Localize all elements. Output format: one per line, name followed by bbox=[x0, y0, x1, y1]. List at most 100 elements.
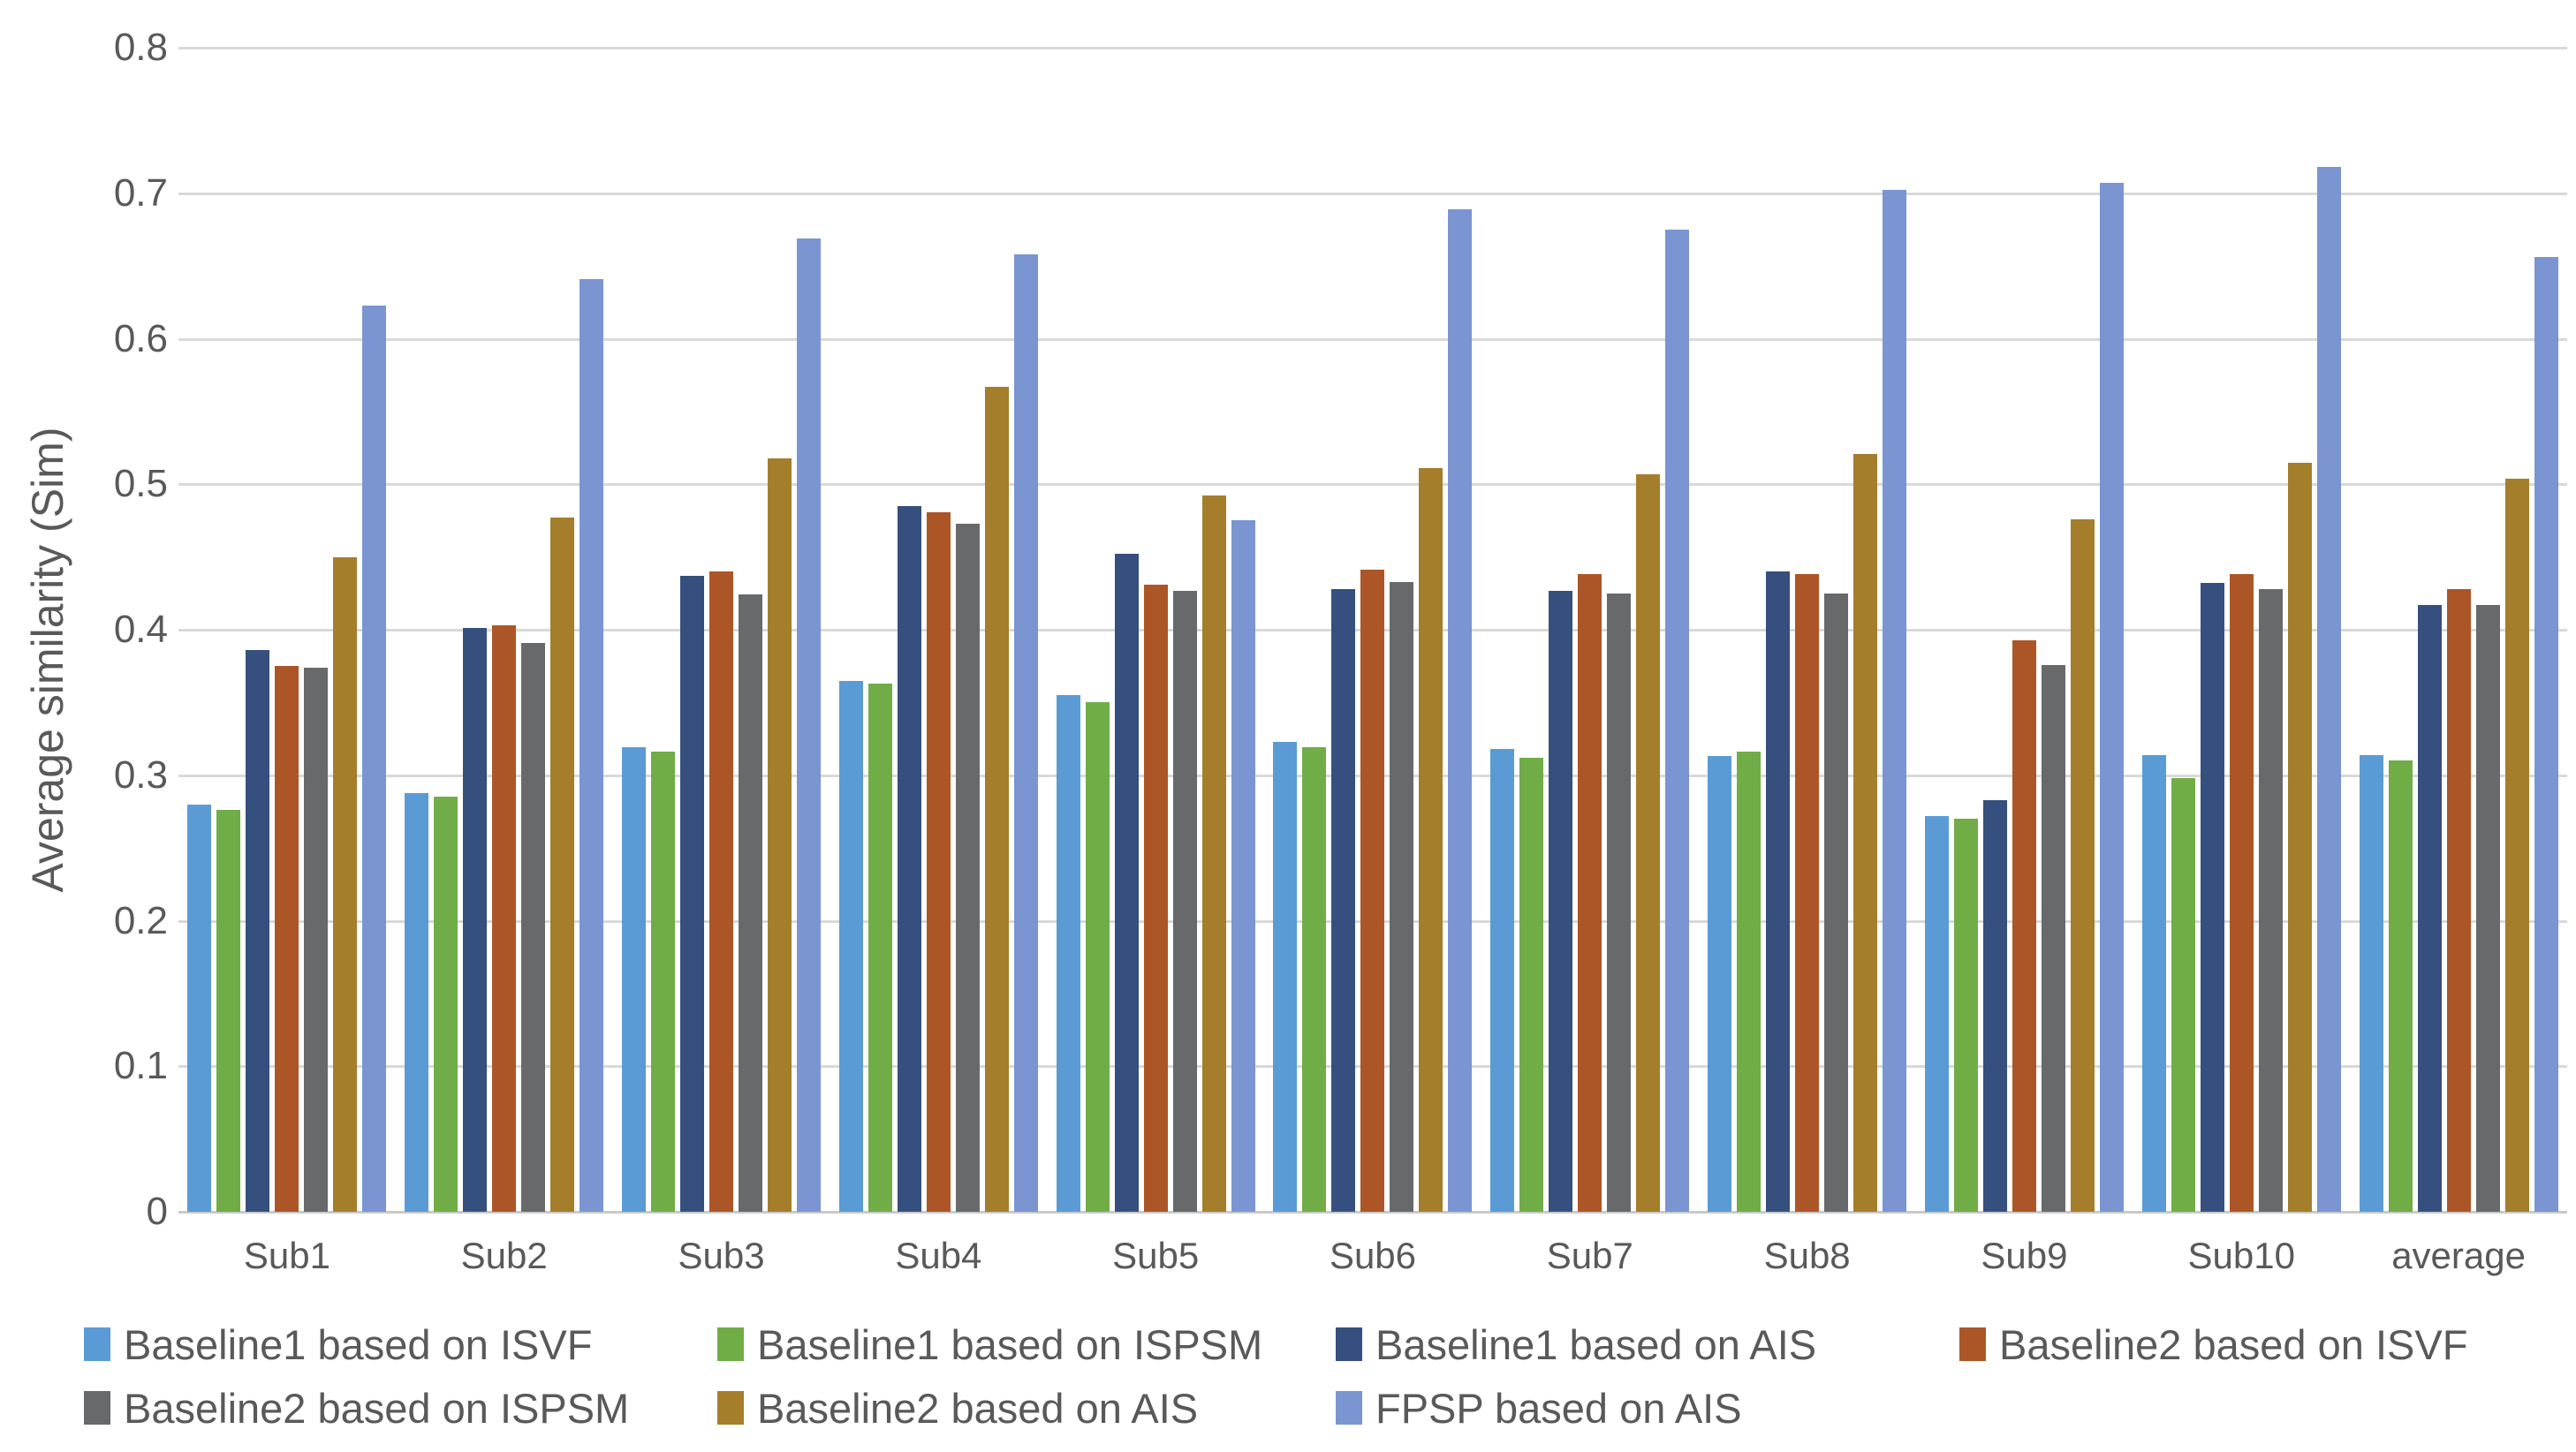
bar bbox=[1953, 819, 1978, 1212]
y-tick-label: 0.7 bbox=[113, 170, 168, 215]
bar bbox=[521, 643, 546, 1212]
y-tick-label: 0.5 bbox=[113, 462, 168, 506]
bar bbox=[362, 306, 387, 1212]
bar bbox=[651, 752, 676, 1212]
bar bbox=[2388, 760, 2413, 1212]
gridline bbox=[178, 337, 2567, 341]
bar-group bbox=[613, 48, 830, 1212]
bar-group bbox=[1916, 48, 2133, 1212]
bar bbox=[1490, 749, 1515, 1212]
legend-item: Baseline1 based on ISVF bbox=[84, 1318, 592, 1371]
legend-swatch-icon bbox=[1959, 1327, 1986, 1361]
bar bbox=[1085, 702, 1110, 1212]
bar bbox=[2287, 463, 2312, 1212]
bar bbox=[680, 576, 705, 1212]
category-label: Sub9 bbox=[1981, 1235, 2068, 1276]
y-tick-label: 0.2 bbox=[113, 898, 168, 942]
bar bbox=[1708, 756, 1732, 1212]
bar bbox=[2041, 665, 2065, 1212]
bar bbox=[2475, 605, 2500, 1212]
bar bbox=[1824, 594, 1849, 1212]
category-label: Sub4 bbox=[895, 1235, 982, 1276]
bar bbox=[1013, 254, 1038, 1212]
bar bbox=[926, 512, 951, 1212]
legend-item: FPSP based on AIS bbox=[1336, 1381, 1742, 1434]
y-tick-label: 0.1 bbox=[113, 1044, 168, 1088]
bar bbox=[1331, 589, 1356, 1212]
bar-group bbox=[2133, 48, 2350, 1212]
legend: Baseline1 based on ISVF Baseline1 based o… bbox=[0, 1305, 2576, 1452]
bar bbox=[1853, 454, 1878, 1212]
bar-group bbox=[1481, 48, 1699, 1212]
bar bbox=[1172, 591, 1197, 1212]
bar bbox=[1636, 474, 1661, 1212]
bar bbox=[838, 681, 863, 1212]
legend-swatch-icon bbox=[84, 1391, 110, 1425]
gridline bbox=[178, 47, 2567, 49]
bar bbox=[434, 797, 458, 1212]
bar bbox=[2200, 583, 2224, 1212]
bar-group bbox=[178, 48, 396, 1212]
bar bbox=[1665, 230, 1690, 1212]
bar bbox=[2417, 605, 2442, 1212]
bar bbox=[1390, 582, 1414, 1212]
legend-item: Baseline2 based on ISVF bbox=[1959, 1318, 2467, 1371]
category-label: Sub1 bbox=[243, 1235, 330, 1276]
bar bbox=[2258, 589, 2283, 1212]
bar bbox=[1924, 816, 1949, 1212]
bar bbox=[580, 279, 604, 1212]
bar bbox=[1419, 468, 1443, 1212]
category-label: Sub7 bbox=[1546, 1235, 1633, 1276]
legend-swatch-icon bbox=[1336, 1391, 1362, 1425]
bar-group bbox=[830, 48, 1047, 1212]
bar bbox=[2446, 589, 2471, 1212]
bar-group bbox=[396, 48, 613, 1212]
bar-group bbox=[2350, 48, 2567, 1212]
y-tick-label: 0.8 bbox=[113, 26, 168, 69]
legend-label: Baseline2 based on ISPSM bbox=[124, 1384, 630, 1432]
bar bbox=[1549, 591, 1573, 1212]
bar bbox=[1795, 574, 1820, 1212]
bar bbox=[1883, 190, 1907, 1212]
gridline bbox=[178, 483, 2567, 487]
bar bbox=[1578, 574, 1602, 1212]
bar-group bbox=[1699, 48, 1916, 1212]
y-tick-label: 0 bbox=[146, 1190, 168, 1233]
legend-swatch-icon bbox=[717, 1327, 744, 1361]
bar bbox=[1273, 742, 1298, 1212]
legend-swatch-icon bbox=[717, 1391, 744, 1425]
bar bbox=[897, 506, 921, 1212]
y-tick-label: 0.6 bbox=[113, 316, 168, 360]
bar-group bbox=[1264, 48, 1481, 1212]
bar bbox=[1982, 800, 2007, 1212]
legend-label: Baseline1 based on ISVF bbox=[124, 1320, 593, 1368]
legend-label: Baseline1 based on ISPSM bbox=[757, 1320, 1263, 1368]
bar bbox=[1302, 747, 1327, 1212]
bar bbox=[797, 238, 822, 1212]
bar bbox=[2171, 778, 2195, 1212]
bar bbox=[2070, 519, 2095, 1212]
bar-group bbox=[1047, 48, 1264, 1212]
bar bbox=[768, 458, 792, 1212]
category-label: Sub5 bbox=[1112, 1235, 1200, 1276]
category-label: average bbox=[2391, 1235, 2526, 1276]
bar bbox=[246, 650, 270, 1212]
legend-item: Baseline2 based on AIS bbox=[717, 1381, 1198, 1434]
legend-item: Baseline1 based on AIS bbox=[1336, 1318, 1816, 1371]
category-label: Sub3 bbox=[678, 1235, 765, 1276]
bar bbox=[1448, 209, 1473, 1212]
bar bbox=[1766, 571, 1791, 1212]
y-tick-label: 0.4 bbox=[113, 608, 168, 651]
bar bbox=[333, 557, 358, 1212]
bar bbox=[1607, 594, 1632, 1212]
bar bbox=[2099, 183, 2124, 1212]
legend-label: Baseline2 based on AIS bbox=[757, 1384, 1199, 1432]
bar bbox=[550, 518, 575, 1212]
category-label: Sub6 bbox=[1329, 1235, 1417, 1276]
category-label: Sub10 bbox=[2187, 1235, 2295, 1276]
legend-item: Baseline2 based on ISPSM bbox=[84, 1381, 629, 1434]
bar bbox=[187, 805, 212, 1212]
bar bbox=[2316, 167, 2341, 1212]
bar bbox=[1360, 570, 1385, 1212]
